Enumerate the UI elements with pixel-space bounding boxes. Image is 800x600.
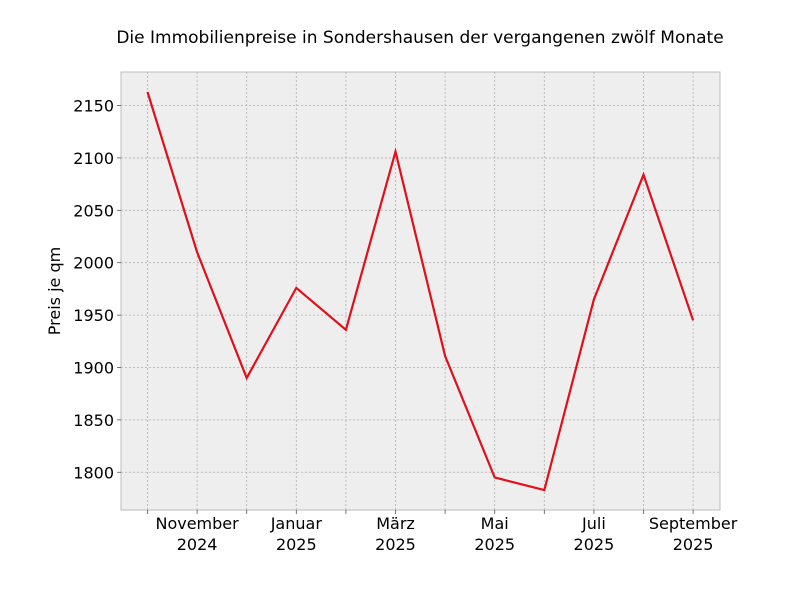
y-axis: 1800 1850 1900 1950 2000 2050 2100 2150 [73,97,121,482]
plot-area [120,71,721,511]
x-tick-label-year: 2025 [574,535,615,554]
y-tick-label: 1950 [73,306,114,325]
x-tick-label-month: September [649,514,738,533]
y-tick-label: 1800 [73,463,114,482]
y-tick-label: 1850 [73,411,114,430]
grid-lines [121,72,720,510]
y-axis-label: Preis je qm [45,247,64,335]
x-tick-label-year: 2024 [177,535,218,554]
series-group [146,91,695,492]
x-tick-label-year: 2025 [474,535,515,554]
x-tick-label-month: Januar [270,514,323,533]
x-tick-label-month: November [155,514,239,533]
x-tick-label-month: Mai [481,514,509,533]
x-axis: November 2024 Januar 2025 März 2025 Mai 2025 Jul… [147,510,738,554]
x-tick-label-month: Juli [581,514,606,533]
x-tick-label-year: 2025 [276,535,317,554]
y-tick-label: 2100 [73,149,114,168]
y-tick-label: 1900 [73,358,114,377]
series-line [146,91,695,492]
x-tick-label-year: 2025 [673,535,714,554]
x-tick-label-month: März [376,514,415,533]
chart-title: Die Immobilienpreise in Sondershausen de… [116,28,723,48]
y-tick-label: 2150 [73,97,114,116]
y-tick-label: 2050 [73,201,114,220]
x-tick-label-year: 2025 [375,535,416,554]
y-tick-label: 2000 [73,254,114,273]
